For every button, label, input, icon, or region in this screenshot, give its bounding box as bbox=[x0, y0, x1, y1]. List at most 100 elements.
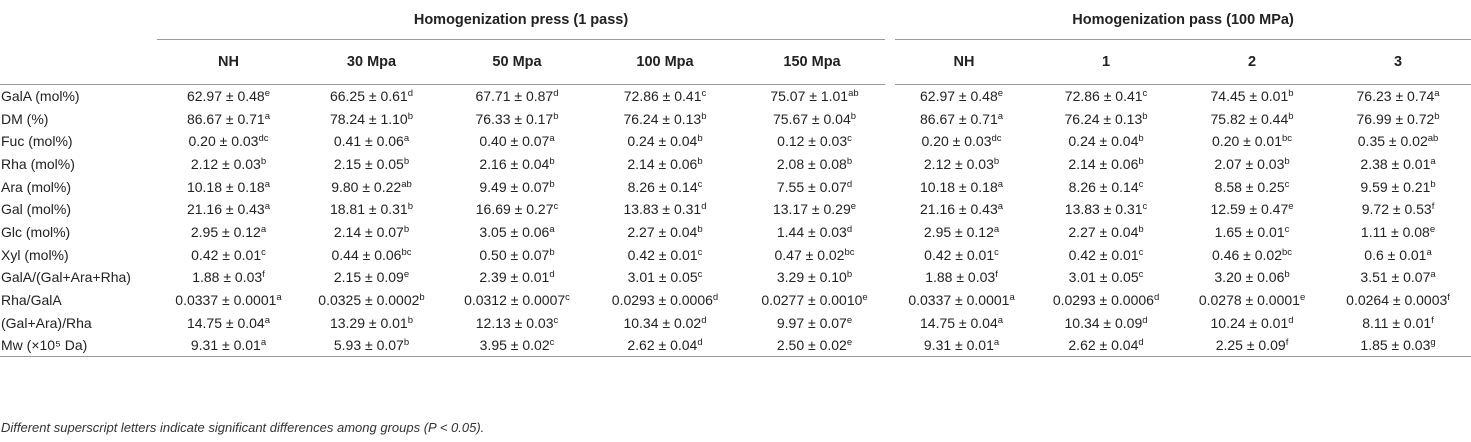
table-cell: 2.12 ± 0.03b bbox=[890, 153, 1033, 176]
cell-value: 2.62 ± 0.04 bbox=[1068, 337, 1139, 354]
cell-value: 0.0277 ± 0.0010 bbox=[761, 292, 863, 309]
table-cell: 1.44 ± 0.03d bbox=[739, 221, 890, 244]
table-cell: 0.42 ± 0.01c bbox=[157, 243, 300, 266]
cell-value: 0.40 ± 0.07 bbox=[479, 133, 550, 150]
cell-value: 0.42 ± 0.01 bbox=[627, 246, 698, 263]
cell-value: 75.07 ± 1.01 bbox=[770, 88, 849, 105]
significance-letter: ab bbox=[1427, 133, 1439, 145]
significance-letter: a bbox=[264, 178, 271, 190]
significance-letter: a bbox=[260, 223, 267, 235]
table-cell: 21.16 ± 0.43a bbox=[157, 198, 300, 221]
table-cell: 0.0264 ± 0.0003f bbox=[1325, 289, 1471, 312]
group-header-pressure: Homogenization press (1 pass) bbox=[157, 0, 896, 40]
significance-letter: e bbox=[846, 337, 853, 349]
cell-value: 13.83 ± 0.31 bbox=[623, 201, 702, 218]
row-label: Glc (mol%) bbox=[1, 223, 71, 240]
table-cell: 0.42 ± 0.01c bbox=[1033, 243, 1179, 266]
table-cell: 13.17 ± 0.29e bbox=[739, 198, 890, 221]
significance-letter: c bbox=[261, 246, 266, 258]
significance-letter: c bbox=[565, 292, 570, 304]
cell-value: 13.17 ± 0.29 bbox=[772, 201, 851, 218]
cell-value: 67.71 ± 0.87 bbox=[475, 88, 554, 105]
significance-letter: b bbox=[850, 110, 857, 122]
table-cell: 10.34 ± 0.02d bbox=[591, 311, 739, 334]
significance-letter: b bbox=[407, 314, 414, 326]
significance-letter: b bbox=[993, 155, 1000, 167]
table-cell: 62.97 ± 0.48e bbox=[890, 85, 1033, 108]
cell-value: 2.14 ± 0.06 bbox=[627, 155, 698, 172]
table-cell: 0.41 ± 0.06a bbox=[300, 130, 443, 153]
significance-letter: a bbox=[403, 133, 410, 145]
table-cell: 5.93 ± 0.07b bbox=[300, 334, 443, 358]
cell-value: 0.50 ± 0.07 bbox=[479, 246, 550, 263]
cell-value: 0.44 ± 0.06 bbox=[331, 246, 402, 263]
table-cell: 0.12 ± 0.03c bbox=[739, 130, 890, 153]
significance-letter: g bbox=[1430, 337, 1436, 349]
significance-letter: b bbox=[1288, 110, 1294, 122]
table-cell: 2.12 ± 0.03b bbox=[157, 153, 300, 176]
cell-value: 12.59 ± 0.47 bbox=[1210, 201, 1289, 218]
table-cell: 7.55 ± 0.07d bbox=[739, 175, 890, 198]
cell-value: 1.65 ± 0.01 bbox=[1214, 223, 1285, 240]
significance-letter: b bbox=[549, 155, 555, 167]
cell-value: 1.85 ± 0.03 bbox=[1360, 337, 1431, 354]
table-cell: 2.95 ± 0.12a bbox=[890, 221, 1033, 244]
significance-letter: a bbox=[993, 223, 1000, 235]
cell-value: 76.33 ± 0.17 bbox=[475, 110, 554, 127]
table-cell: 2.14 ± 0.06b bbox=[591, 153, 739, 176]
cell-value: 8.26 ± 0.14 bbox=[1068, 178, 1139, 195]
table-cell: 0.42 ± 0.01c bbox=[890, 243, 1033, 266]
significance-letter: a bbox=[264, 314, 271, 326]
significance-letter: f bbox=[1285, 337, 1289, 349]
table-cell: 74.45 ± 0.01b bbox=[1179, 85, 1325, 108]
table-cell: 2.95 ± 0.12a bbox=[157, 221, 300, 244]
cell-value: 0.41 ± 0.06 bbox=[333, 133, 404, 150]
significance-letter: c bbox=[1138, 269, 1144, 281]
cell-value: 14.75 ± 0.04 bbox=[920, 314, 998, 331]
table-cell: 2.15 ± 0.09e bbox=[300, 266, 443, 289]
table-cell: 13.29 ± 0.01b bbox=[300, 311, 443, 334]
significance-letter: b bbox=[1434, 110, 1440, 122]
table-cell: 3.01 ± 0.05c bbox=[1033, 266, 1179, 289]
cell-value: 0.35 ± 0.02 bbox=[1357, 133, 1428, 150]
significance-letter: e bbox=[997, 88, 1004, 100]
table-footnote: Different superscript letters indicate s… bbox=[1, 420, 485, 435]
significance-letter: b bbox=[549, 178, 555, 190]
cell-value: 75.82 ± 0.44 bbox=[1210, 110, 1289, 127]
table-cell: 2.07 ± 0.03b bbox=[1179, 153, 1325, 176]
cell-value: 86.67 ± 0.71 bbox=[920, 110, 998, 127]
table-row: Mw (×10⁵ Da) 9.31 ± 0.01a 5.93 ± 0.07b 3.95… bbox=[0, 334, 1471, 358]
significance-letter: b bbox=[1284, 155, 1290, 167]
significance-letter: b bbox=[697, 133, 703, 145]
cell-value: 13.29 ± 0.01 bbox=[329, 314, 408, 331]
table-cell: 0.0277 ± 0.0010e bbox=[739, 289, 890, 312]
significance-letter: a bbox=[276, 292, 282, 304]
table-cell: 72.86 ± 0.41c bbox=[591, 85, 739, 108]
table-cell: 76.99 ± 0.72b bbox=[1325, 107, 1471, 130]
cell-value: 0.0337 ± 0.0001 bbox=[908, 292, 1010, 309]
significance-letter: a bbox=[997, 178, 1004, 190]
significance-letter: d bbox=[553, 88, 559, 100]
table-cell: 2.14 ± 0.07b bbox=[300, 221, 443, 244]
significance-letter: b bbox=[403, 155, 410, 167]
cell-value: 0.20 ± 0.03 bbox=[188, 133, 259, 150]
table-cell: 0.6 ± 0.01a bbox=[1325, 243, 1471, 266]
cell-value: 75.67 ± 0.04 bbox=[772, 110, 851, 127]
significance-letter: b bbox=[1142, 110, 1148, 122]
row-label: GalA/(Gal+Ara+Rha) bbox=[1, 269, 131, 286]
cell-value: 72.86 ± 0.41 bbox=[623, 88, 702, 105]
significance-letter: bc bbox=[401, 246, 412, 258]
table-cell: 14.75 ± 0.04a bbox=[157, 311, 300, 334]
table-row: Rha (mol%) 2.12 ± 0.03b 2.15 ± 0.05b 2.16 ±… bbox=[0, 153, 1471, 176]
significance-letter: d bbox=[697, 337, 703, 349]
data-table: Homogenization press (1 pass) Homogeniza… bbox=[0, 0, 1471, 358]
cell-value: 9.31 ± 0.01 bbox=[923, 337, 994, 354]
significance-letter: a bbox=[1430, 269, 1436, 281]
significance-letter: f bbox=[1447, 292, 1450, 304]
table-cell: 2.27 ± 0.04b bbox=[1033, 221, 1179, 244]
table-cell: 62.97 ± 0.48e bbox=[157, 85, 300, 108]
table-cell: 76.24 ± 0.13b bbox=[1033, 107, 1179, 130]
table-cell: 3.01 ± 0.05c bbox=[591, 266, 739, 289]
row-label: Fuc (mol%) bbox=[1, 133, 73, 150]
table-cell: 9.59 ± 0.21b bbox=[1325, 175, 1471, 198]
